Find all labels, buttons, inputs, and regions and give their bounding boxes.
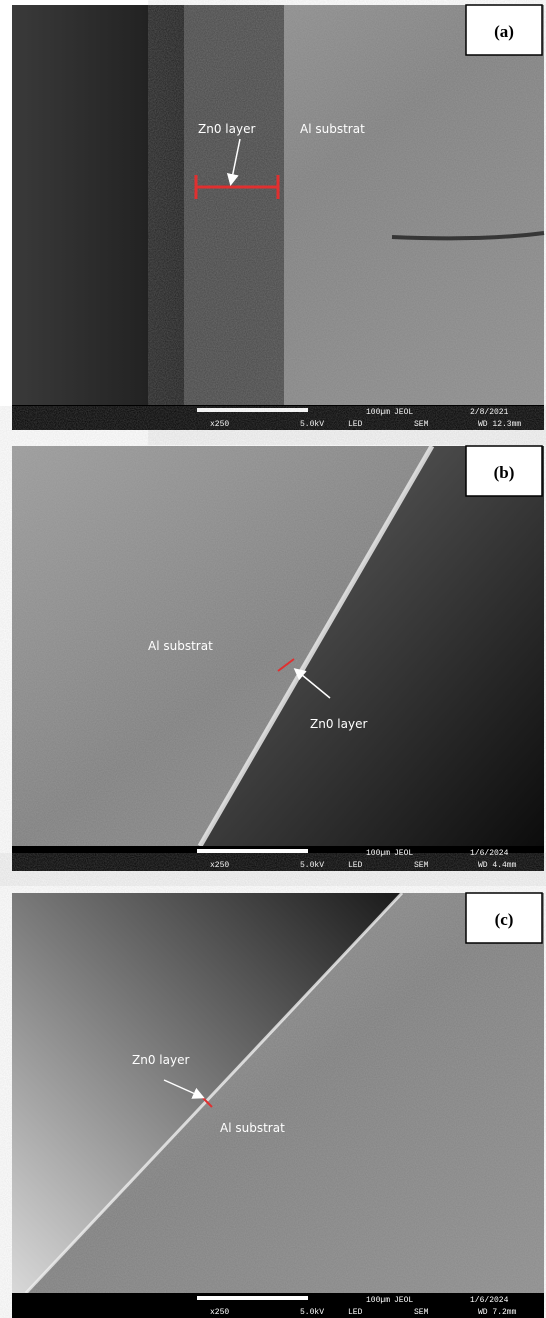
annotation: Al substrat (300, 122, 365, 136)
info-text: LED (348, 861, 363, 870)
info-text: 100µm (366, 408, 390, 417)
annotation: Al substrat (220, 1121, 285, 1135)
info-text: 5.0kV (300, 420, 324, 429)
panel-label: (c) (495, 910, 514, 929)
info-text: WD 7.2mm (478, 1308, 517, 1317)
info-text: 5.0kV (300, 861, 324, 870)
info-text: LED (348, 420, 363, 429)
info-text: x250 (210, 1308, 229, 1317)
annotation: Zn0 layer (132, 1053, 189, 1067)
info-text: JEOL (394, 849, 413, 858)
panel-label: (a) (494, 22, 514, 41)
info-text: x250 (210, 861, 229, 870)
info-text: 1/6/2024 (470, 1296, 509, 1305)
annotation: Zn0 layer (310, 717, 367, 731)
info-text: SEM (414, 1308, 429, 1317)
info-text: x250 (210, 420, 229, 429)
info-text: SEM (414, 420, 429, 429)
info-text: JEOL (394, 1296, 413, 1305)
info-text: 1/6/2024 (470, 849, 509, 858)
info-text: WD 12.3mm (478, 420, 521, 429)
panel-label: (b) (494, 463, 515, 482)
info-text: SEM (414, 861, 429, 870)
info-text: 100µm (366, 1296, 390, 1305)
figure: Zn0 layer Al substrat (a) 100µm JEOL 2/8/2021… (0, 0, 546, 1318)
info-text: JEOL (394, 408, 413, 417)
sem-panel: Zn0 layer Al substrat (c) 100µm JEOL 1/6/2024… (12, 893, 544, 1318)
info-text: LED (348, 1308, 363, 1317)
scale-bar (197, 849, 308, 853)
sem-panel: Zn0 layer Al substrat (a) 100µm JEOL 2/8/2021… (12, 5, 544, 430)
scale-bar (197, 1296, 308, 1300)
info-text: 100µm (366, 849, 390, 858)
info-text: 2/8/2021 (470, 408, 509, 417)
background (12, 5, 184, 405)
annotation: Zn0 layer (198, 122, 255, 136)
sem-panel: Al substrat Zn0 layer (b) 100µm JEOL 1/6/2024… (12, 446, 544, 871)
scale-bar (197, 408, 308, 412)
info-text: WD 4.4mm (478, 861, 517, 870)
texture (184, 5, 544, 405)
annotation: Al substrat (148, 639, 213, 653)
info-text: 5.0kV (300, 1308, 324, 1317)
